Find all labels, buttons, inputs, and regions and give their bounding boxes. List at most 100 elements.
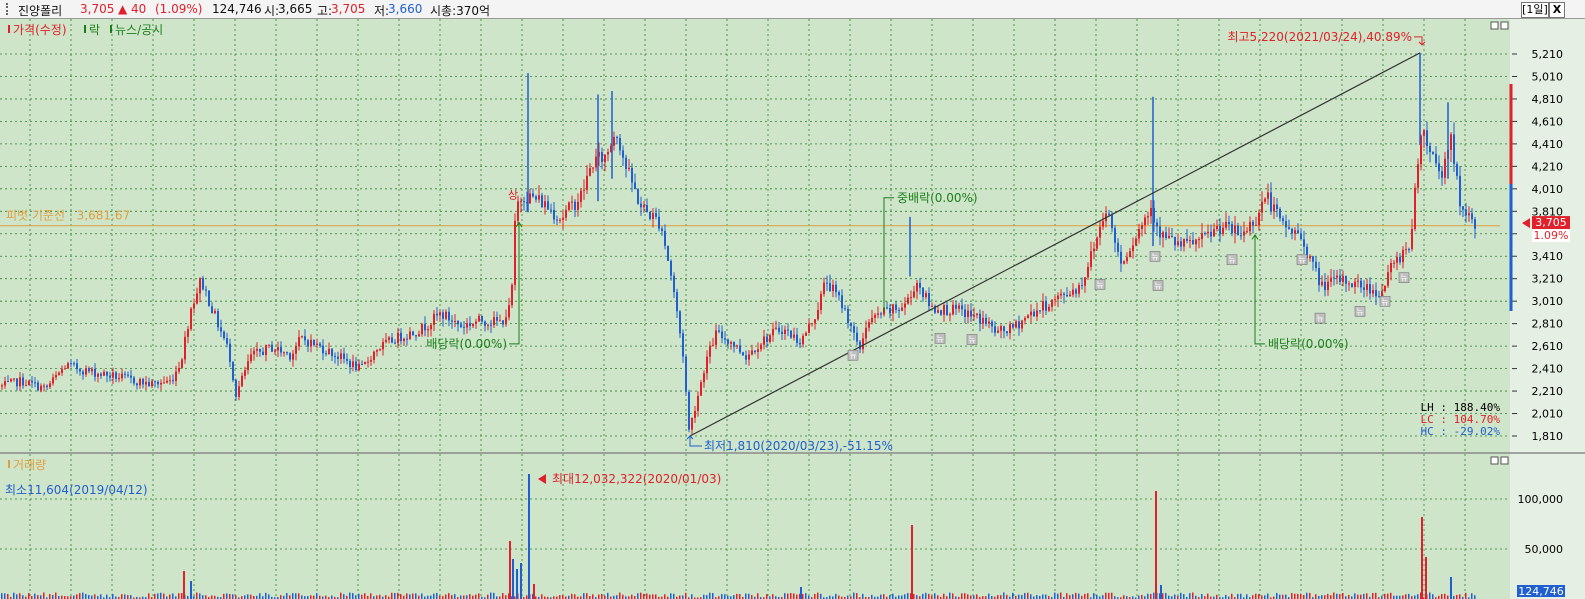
candle-body (466, 323, 468, 328)
candle-body (1252, 221, 1254, 226)
candle-body (1144, 217, 1146, 226)
trend-line[interactable] (689, 52, 1421, 437)
candle-body (1096, 237, 1098, 249)
candle-body (559, 219, 561, 221)
candle-body (1420, 135, 1422, 165)
candle-body (328, 348, 330, 355)
candle-body (1177, 241, 1179, 246)
volume-bar (61, 595, 63, 599)
candle-body (235, 380, 237, 397)
candle-body (457, 321, 459, 325)
last-price-tag (1532, 216, 1570, 230)
volume-bar (937, 595, 939, 599)
volume-bar (1264, 595, 1266, 599)
drag-grip-icon[interactable] (6, 3, 12, 15)
stock-name[interactable]: 진양폴리 (18, 4, 63, 18)
candle-body (1348, 283, 1350, 285)
high-label: 최고5,220(2021/03/24),40.89% (1227, 30, 1412, 44)
volume-bar (1051, 597, 1053, 599)
volume-bar (76, 594, 78, 599)
candle-body (625, 157, 627, 169)
volume-bar (127, 595, 129, 599)
volume-close-icon[interactable] (1500, 456, 1509, 465)
price-panel-buttons[interactable] (1490, 21, 1509, 30)
volume-panel-buttons[interactable] (1490, 456, 1509, 465)
candle-body (967, 310, 969, 317)
candle-body (169, 380, 171, 382)
news-badge-icon[interactable]: 뉴 (1379, 295, 1391, 307)
legend-volume[interactable]: 거래량 (13, 458, 46, 472)
volume-bar (1153, 592, 1155, 599)
candle-body (823, 282, 825, 294)
volume-bar (1405, 594, 1407, 599)
volume-bar (577, 596, 579, 599)
candle-body (832, 284, 834, 291)
news-badge-icon[interactable]: 뉴 (847, 349, 859, 361)
candle-body (343, 353, 345, 359)
stock-chart[interactable]: 가격(수정) 락 뉴스/공시 피벗 기준선 : 3,681.67 최고5,220… (0, 19, 1585, 599)
volume-bar (598, 594, 600, 599)
close-button[interactable]: X (1549, 2, 1565, 18)
candle-body (1342, 276, 1344, 283)
volume-bar (853, 592, 855, 599)
candle-body (1207, 231, 1209, 234)
panel-minimize-icon[interactable] (1490, 21, 1499, 30)
news-badge-icon[interactable]: 뉴 (1398, 272, 1410, 284)
candle-body (727, 339, 729, 344)
price-tick-label: 2,810 (1532, 318, 1564, 331)
news-badge-icon[interactable]: 뉴 (934, 333, 946, 344)
volume-minimize-icon[interactable] (1490, 456, 1499, 465)
candle-body (934, 305, 936, 313)
volume-bar (1114, 596, 1116, 599)
volume-bar (1111, 592, 1113, 599)
candle-body (1057, 295, 1059, 300)
volume-bar (1303, 594, 1305, 599)
volume-bar (589, 595, 591, 599)
period-button[interactable]: [1일] (1521, 2, 1549, 18)
news-badge-icon[interactable]: 뉴 (966, 334, 978, 345)
last-price-arrow-icon (1522, 218, 1530, 229)
candle-body (415, 335, 417, 337)
volume-bar (625, 596, 627, 599)
news-badge-icon[interactable]: 뉴 (1149, 251, 1161, 262)
legend-news[interactable]: 뉴스/공시 (115, 23, 163, 37)
news-badge-icon[interactable]: 뉴 (1354, 306, 1366, 317)
news-badge-icon[interactable]: 뉴 (1314, 312, 1326, 324)
candle-body (241, 375, 243, 387)
news-badge-icon[interactable]: 뉴 (1296, 254, 1308, 266)
candle-body (1387, 272, 1389, 286)
volume-bar (568, 595, 570, 599)
volume-bar (178, 593, 180, 599)
news-badge-icon[interactable]: 뉴 (1094, 279, 1106, 290)
volume-bar (1375, 592, 1377, 599)
candle-body (586, 175, 588, 190)
volume-bar (397, 592, 399, 599)
candle-body (637, 188, 639, 204)
volume-bar (106, 594, 108, 599)
legend-drop[interactable]: 락 (89, 23, 100, 37)
candle-body (322, 345, 324, 354)
volume-bar (550, 597, 552, 599)
volume-bar (400, 594, 402, 599)
legend-price[interactable]: 가격(수정) (13, 23, 67, 37)
volume-bar (1417, 594, 1419, 599)
volume-bar (1045, 594, 1047, 599)
volume-bar (1369, 596, 1371, 599)
candle-body (1426, 130, 1428, 146)
volume-bar (13, 592, 15, 599)
candle-body (763, 336, 765, 345)
news-badge-icon[interactable]: 뉴 (1152, 280, 1164, 291)
volume-bar (262, 596, 264, 599)
volume-bar (172, 593, 174, 599)
volume-bar (499, 596, 501, 599)
news-badge-icon[interactable]: 뉴 (1226, 254, 1238, 266)
svg-text:뉴: 뉴 (1154, 282, 1161, 291)
candle-body (592, 167, 594, 169)
candle-body (922, 287, 924, 298)
candle-body (172, 380, 174, 382)
candle-body (949, 314, 951, 316)
panel-close-icon[interactable] (1500, 21, 1509, 30)
candle-body (1072, 289, 1074, 295)
volume-bar (883, 594, 885, 599)
